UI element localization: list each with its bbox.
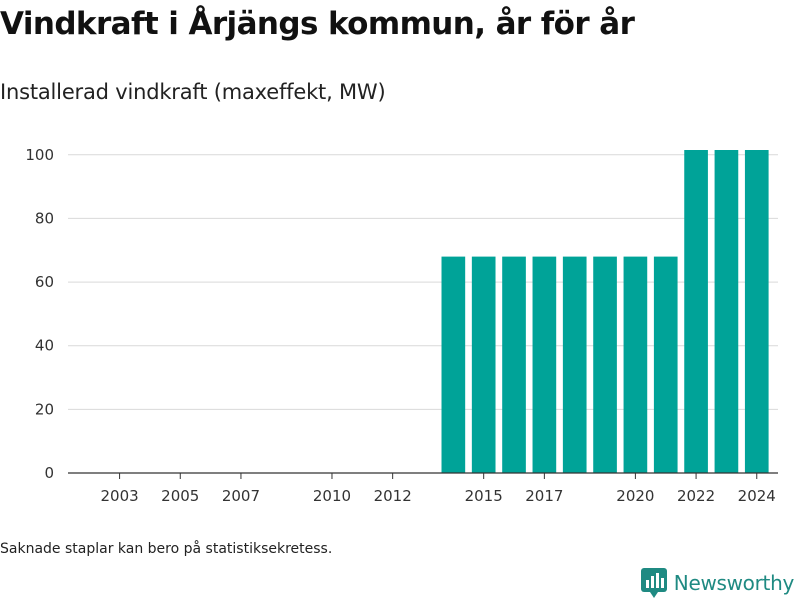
bar-2022 [684, 150, 708, 473]
bar-2018 [562, 256, 587, 473]
bar-2017 [532, 256, 557, 473]
x-tick-label: 2010 [313, 487, 351, 505]
bar-2024 [744, 150, 769, 473]
bar-2016 [502, 256, 526, 473]
brand-name: Newsworthy [673, 571, 795, 595]
chart-subtitle: Installerad vindkraft (maxeffekt, MW) [0, 80, 386, 104]
footnote: Saknade staplar kan bero på statistiksek… [0, 541, 333, 557]
x-tick-label: 2017 [525, 487, 563, 505]
chart-title: Vindkraft i Årjängs kommun, år för år [0, 6, 635, 42]
y-tick-label: 100 [25, 146, 54, 164]
bar-2019 [593, 256, 617, 473]
bar-2015 [471, 256, 496, 473]
x-tick-label: 2020 [616, 487, 654, 505]
x-tick-label: 2022 [677, 487, 715, 505]
x-tick-label: 2012 [374, 487, 412, 505]
x-axis-ticks: 2003 2005 2007 2010 2012 2015 2017 2020 2022 2024 [100, 473, 776, 505]
x-tick-label: 2024 [738, 487, 776, 505]
x-tick-label: 2015 [465, 487, 503, 505]
y-tick-label: 20 [35, 400, 54, 418]
bar-2021 [653, 256, 678, 473]
bar-2020 [623, 256, 648, 473]
bars [441, 150, 769, 473]
y-tick-label: 0 [44, 464, 54, 482]
x-tick-label: 2005 [161, 487, 199, 505]
y-axis-ticks: 0 20 40 60 80 100 [25, 146, 54, 482]
newsworthy-logo-icon [640, 568, 667, 598]
y-tick-label: 60 [35, 273, 54, 291]
bar-2014 [441, 256, 466, 473]
bar-2023 [714, 150, 739, 473]
bar-chart: 0 20 40 60 80 100 2003 2005 2007 2010 2012 2015 201… [25, 146, 778, 505]
y-tick-label: 80 [35, 209, 54, 227]
brand-logo: Newsworthy [640, 568, 795, 598]
y-tick-label: 40 [35, 337, 54, 355]
x-tick-label: 2007 [222, 487, 260, 505]
x-tick-label: 2003 [100, 487, 138, 505]
